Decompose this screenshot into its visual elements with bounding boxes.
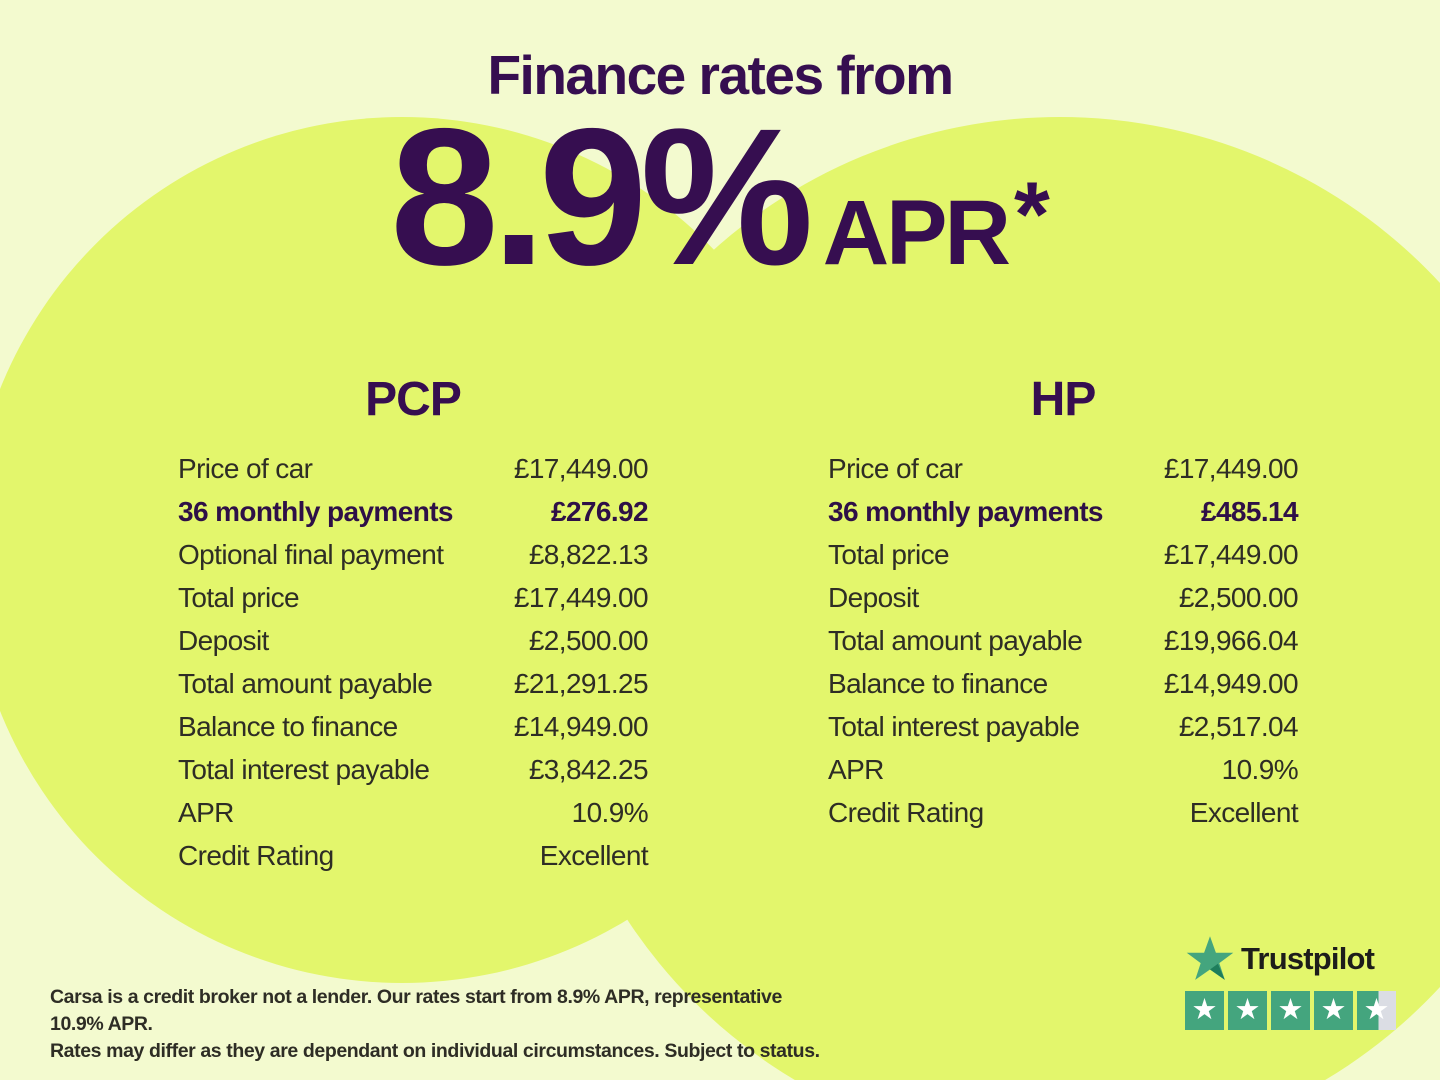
row-label: 36 monthly payments (178, 495, 454, 527)
table-row: 36 monthly payments £485.14 (828, 490, 1299, 533)
rate-unit: APR (822, 182, 1011, 284)
star-glyph: ★ (1363, 992, 1390, 1026)
table-row: Total interest payable £3,842.25 (178, 748, 649, 791)
trustpilot-rating-stars: ★ ★ ★ ★ ★ (1185, 991, 1396, 1030)
table-row: Total price £17,449.00 (178, 576, 649, 619)
row-label: Total interest payable (828, 710, 1080, 742)
row-value: £21,291.25 (513, 667, 649, 699)
row-value: £8,822.13 (528, 538, 649, 570)
row-label: 36 monthly payments (828, 495, 1104, 527)
star-glyph: ★ (1277, 992, 1304, 1026)
table-row: APR 10.9% (828, 748, 1299, 791)
trustpilot-star-icon (1186, 936, 1234, 980)
disclaimer-line-2: Rates may differ as they are dependant o… (50, 1040, 820, 1062)
rate-asterisk: * (1013, 164, 1050, 266)
row-label: Total price (828, 538, 950, 570)
hp-table-title: HP (1030, 373, 1097, 426)
row-label: Price of car (178, 452, 313, 484)
row-value: £17,449.00 (513, 581, 649, 613)
row-value: £19,966.04 (1163, 624, 1299, 656)
row-value: 10.9% (1221, 753, 1299, 785)
table-row: Credit Rating Excellent (828, 791, 1299, 834)
disclaimer-line-1: Carsa is a credit broker not a lender. O… (50, 986, 782, 1035)
rating-star-full: ★ (1314, 991, 1353, 1030)
table-row: Total amount payable £21,291.25 (178, 662, 649, 705)
row-label: Credit Rating (178, 839, 334, 871)
pcp-table-title: PCP (365, 373, 462, 426)
rating-star-full: ★ (1185, 991, 1224, 1030)
disclaimer: Carsa is a credit broker not a lender. O… (50, 984, 830, 1065)
row-label: Balance to finance (828, 667, 1048, 699)
row-label: Price of car (828, 452, 963, 484)
row-value: £2,500.00 (1178, 581, 1299, 613)
row-label: Optional final payment (178, 538, 444, 570)
table-row: Credit Rating Excellent (178, 834, 649, 877)
row-label: Credit Rating (828, 796, 984, 828)
row-value: £276.92 (550, 495, 649, 527)
table-row: APR 10.9% (178, 791, 649, 834)
row-value: £17,449.00 (1163, 452, 1299, 484)
star-glyph: ★ (1320, 992, 1347, 1026)
table-row: Balance to finance £14,949.00 (828, 662, 1299, 705)
table-row: Total price £17,449.00 (828, 533, 1299, 576)
row-value: £17,449.00 (1163, 538, 1299, 570)
trustpilot-logo-row: Trustpilot (1186, 936, 1396, 982)
table-row: Price of car £17,449.00 (828, 447, 1299, 490)
row-value: £485.14 (1200, 495, 1299, 527)
trustpilot-brand: Trustpilot (1241, 941, 1375, 976)
pcp-finance-table: PCP Price of car £17,449.00 36 monthly pay… (178, 373, 649, 877)
rating-star-full: ★ (1271, 991, 1310, 1030)
row-value: £2,500.00 (528, 624, 649, 656)
star-glyph: ★ (1234, 992, 1261, 1026)
star-glyph: ★ (1191, 992, 1218, 1026)
table-row: Total amount payable £19,966.04 (828, 619, 1299, 662)
row-value: £14,949.00 (1163, 667, 1299, 699)
background-circle-right (542, 117, 1440, 1080)
row-value: £3,842.25 (528, 753, 649, 785)
hp-finance-table: HP Price of car £17,449.00 36 monthly paym… (828, 373, 1299, 834)
row-value: Excellent (539, 839, 649, 871)
row-value: Excellent (1189, 796, 1299, 828)
headline-rate: 8.9% APR * (0, 100, 1440, 295)
rating-star-full: ★ (1228, 991, 1267, 1030)
row-value: £14,949.00 (513, 710, 649, 742)
row-label: Total amount payable (828, 624, 1083, 656)
row-label: Total price (178, 581, 300, 613)
table-row: 36 monthly payments £276.92 (178, 490, 649, 533)
row-label: APR (178, 796, 234, 828)
table-row: Price of car £17,449.00 (178, 447, 649, 490)
table-row: Deposit £2,500.00 (178, 619, 649, 662)
row-label: Total interest payable (178, 753, 430, 785)
pcp-table-rows: Price of car £17,449.00 36 monthly payment… (178, 447, 649, 877)
row-label: Deposit (178, 624, 269, 656)
row-value: £2,517.04 (1178, 710, 1299, 742)
row-label: APR (828, 753, 884, 785)
row-value: £17,449.00 (513, 452, 649, 484)
row-label: Balance to finance (178, 710, 398, 742)
rate-value: 8.9% (390, 88, 813, 306)
rating-star-half: ★ (1357, 991, 1396, 1030)
row-label: Total amount payable (178, 667, 433, 699)
row-value: 10.9% (571, 796, 649, 828)
row-label: Deposit (828, 581, 919, 613)
table-row: Deposit £2,500.00 (828, 576, 1299, 619)
table-row: Optional final payment £8,822.13 (178, 533, 649, 576)
trustpilot-widget: Trustpilot ★ ★ ★ ★ ★ (1185, 936, 1396, 1030)
page-title: Finance rates from (487, 44, 954, 106)
table-row: Balance to finance £14,949.00 (178, 705, 649, 748)
table-row: Total interest payable £2,517.04 (828, 705, 1299, 748)
hp-table-rows: Price of car £17,449.00 36 monthly payment… (828, 447, 1299, 834)
